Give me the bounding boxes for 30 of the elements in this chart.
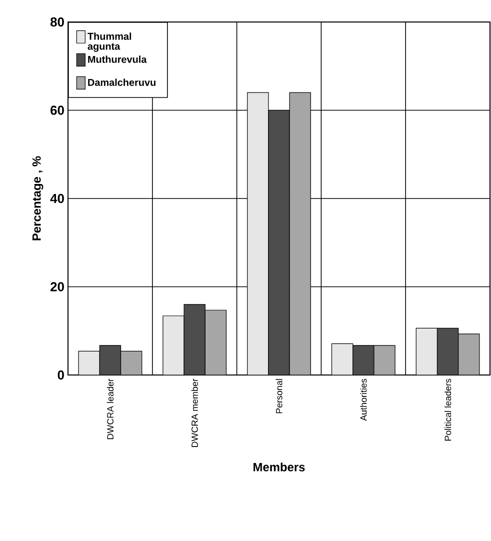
y-tick-label: 60 <box>50 106 64 115</box>
bar <box>268 110 290 375</box>
y-axis-title: Percentage , % <box>32 156 44 240</box>
bar <box>184 304 206 375</box>
y-tick-label: 40 <box>50 194 64 204</box>
x-tick-label: DWCRA leader <box>106 378 114 440</box>
bar <box>205 310 226 375</box>
x-tick-label: DWCRA member <box>191 378 198 448</box>
x-tick-label: Political leaders <box>444 378 452 441</box>
legend-label: Thummal agunta <box>88 32 132 52</box>
bar <box>332 344 353 375</box>
y-tick-label: 20 <box>50 282 64 292</box>
x-tick-label: Authorities <box>360 378 367 421</box>
x-axis-title: Members <box>254 462 305 472</box>
legend-label: Damalcheruvu <box>88 78 156 86</box>
bar <box>458 334 480 375</box>
bar <box>374 345 396 375</box>
legend-label: Muthurevula <box>88 56 147 63</box>
bar <box>120 351 142 375</box>
y-tick-label: 0 <box>58 370 64 380</box>
bar <box>247 92 268 375</box>
x-tick-label: Personal <box>276 379 282 414</box>
bar <box>416 328 438 375</box>
bar <box>162 316 184 375</box>
bar <box>78 351 100 375</box>
bar <box>100 345 121 375</box>
bar <box>352 345 374 375</box>
bar <box>290 92 311 375</box>
y-tick-label: 80 <box>50 17 64 27</box>
bar <box>436 328 459 375</box>
